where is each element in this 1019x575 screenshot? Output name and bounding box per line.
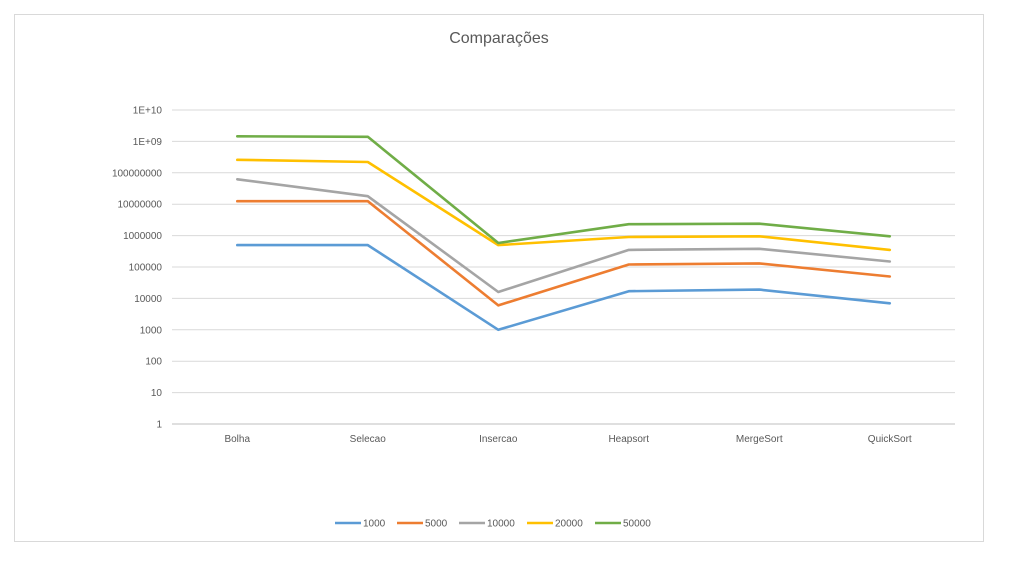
x-axis-ticks: Bolha Selecao Insercao Heapsort MergeSort Qui… <box>224 434 911 445</box>
series-line-10000 <box>236 178 892 294</box>
legend-item-50000: 50000 <box>595 519 651 530</box>
series-line-5000 <box>236 199 892 307</box>
y-tick-label: 1E+09 <box>133 137 163 148</box>
y-tick-label: 100000000 <box>112 168 162 179</box>
y-tick-label: 10000 <box>134 294 162 305</box>
legend-label: 20000 <box>555 519 583 530</box>
legend-item-1000: 1000 <box>335 519 386 530</box>
y-tick-label: 1000 <box>140 325 163 336</box>
series-line-1000 <box>236 243 892 332</box>
series-line-20000 <box>236 158 892 252</box>
y-tick-label: 10 <box>151 388 163 399</box>
legend-item-5000: 5000 <box>397 519 448 530</box>
x-tick-label: MergeSort <box>736 434 783 445</box>
series-line-50000 <box>236 135 892 245</box>
y-tick-label: 1E+10 <box>133 106 163 117</box>
chart-frame <box>14 14 984 542</box>
y-axis-ticks: 1 10 100 1000 10000 100000 1000000 10000000 1000… <box>112 106 163 431</box>
x-tick-label: QuickSort <box>868 434 912 445</box>
x-tick-label: Heapsort <box>608 434 649 445</box>
y-tick-label: 1000000 <box>123 231 162 242</box>
y-tick-label: 1 <box>156 420 162 431</box>
legend: 1000 5000 10000 20000 50000 <box>335 519 651 530</box>
y-tick-label: 100 <box>145 357 162 368</box>
x-tick-label: Bolha <box>224 434 250 445</box>
legend-label: 10000 <box>487 519 515 530</box>
legend-item-20000: 20000 <box>527 519 583 530</box>
y-tick-label: 10000000 <box>118 200 163 211</box>
chart-title: Comparações <box>449 30 549 47</box>
y-tick-label: 100000 <box>129 263 163 274</box>
legend-label: 50000 <box>623 519 651 530</box>
x-tick-label: Selecao <box>350 434 387 445</box>
series-lines <box>236 135 892 332</box>
gridlines <box>172 109 955 425</box>
x-tick-label: Insercao <box>479 434 518 445</box>
legend-item-10000: 10000 <box>459 519 515 530</box>
legend-label: 5000 <box>425 519 448 530</box>
legend-label: 1000 <box>363 519 386 530</box>
